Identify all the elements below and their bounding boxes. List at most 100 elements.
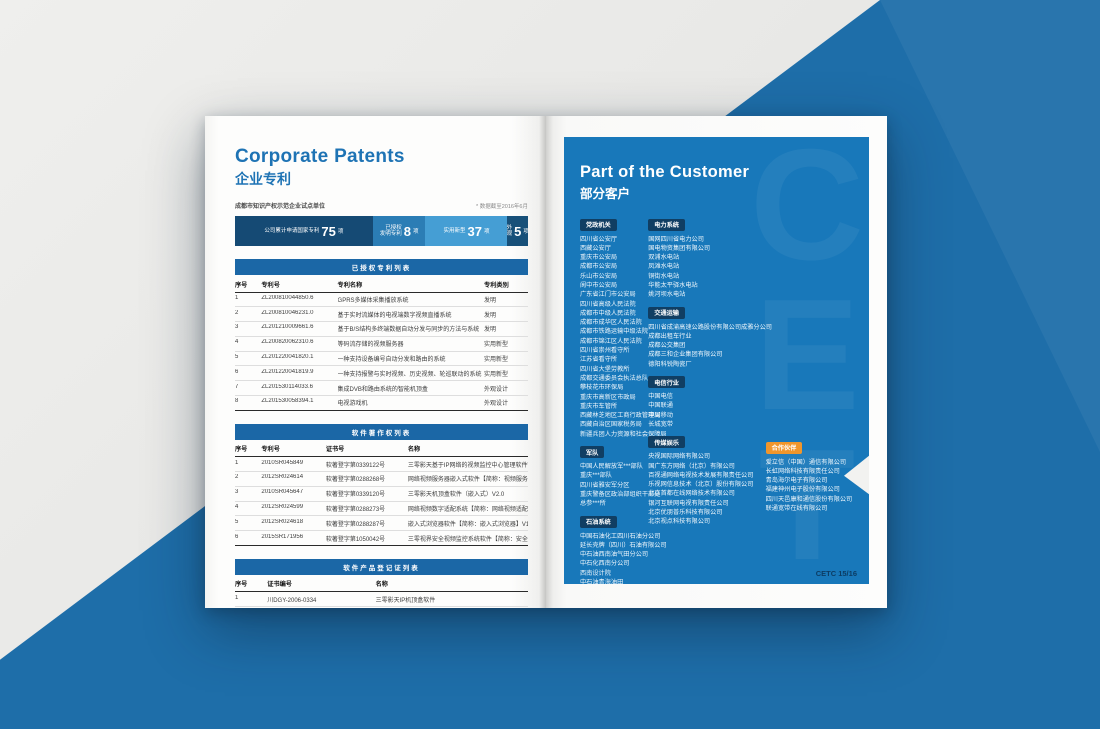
customer-item: 成都交通委员会执法总队 [580,374,649,382]
customer-item: 中国移动 [648,411,673,419]
section-badge: 传媒娱乐 [648,436,685,449]
table-row: 2 ZL200810046231.0 基于实时流媒体的电视端数字视频直播系统 发明 [235,307,528,323]
table-row: 2 2012SR024614 软著登字第0288268号 网络视频服务器嵌入式软件【简… [235,472,528,487]
table-cell: GPRS多媒体采集播放系统 [337,297,409,304]
customer-item: 四川省高级人民法院 [580,300,636,308]
customer-item: 重庆市车管所 [580,402,618,410]
customer-item: 成都市锦江区人民法院 [580,337,642,345]
stat-unit: 项 [337,229,344,235]
table-row: 1 ZL200810044850.6 GPRS多媒体采集播放系统 发明 [235,293,528,308]
table-cell: 发明 [484,327,497,334]
section-badge: 电力系统 [648,218,685,231]
table-cell: 外观设计 [484,386,509,393]
customer-item: 长虹网络科技有限责任公司 [765,467,840,475]
table-cell: ZL201220041819.9 [261,368,314,375]
customer-item: 联通宽带在线有限公司 [765,504,828,512]
table-cell: 2010SR045647 [261,489,304,496]
column-header: 专利名称 [337,281,363,289]
table-row: 5 ZL201220041820.1 一种支持设备编号自动分发和路由的系统 实用新型 [235,352,528,367]
table-cell: 1 [235,459,239,466]
customer-item: 重庆市高新区市政局 [580,393,636,401]
table-cell: 5 [235,354,239,361]
table-row: 5 2012SR024618 软著登字第0288287号 嵌入式浏览器软件【简称：嵌入… [235,516,528,532]
table-cell: 2010SR045849 [261,459,304,466]
section-badge: 交通运输 [648,306,685,319]
table-cell: 一种支持设备编号自动分发和路由的系统 [337,357,446,364]
data-date-note: * 数据截至2016年6月 [476,204,528,210]
stat-value: 8 [403,223,411,239]
table-cell: 集成DVB和路由系统的智能机顶盒 [337,386,428,393]
customer-item: 延长壳牌（四川）石油有限公司 [580,541,667,549]
table-cell: 6 [235,533,239,540]
column-header: 序号 [235,281,248,289]
stat-unit: 项 [483,229,490,235]
table-cell: 2 [235,309,239,316]
customer-item: 成都市成华区人民法院 [580,319,642,327]
customer-item: 青岛海尔电子有限公司 [765,477,828,485]
table-cell: 4 [235,339,239,346]
customer-item: 国电物资集团有限公司 [648,244,711,252]
right-page: CETC Part of the Customer 部分客户 党政机关四川省公安… [546,116,887,608]
table-cell: 发明 [484,297,497,304]
table-cell: 2012SR024618 [261,518,304,525]
table-header-row: 序号 专利号 证书号 名称 [235,441,528,458]
table-cell: 6 [235,368,239,375]
stat-segment: 实用新型 37 项 [425,216,508,246]
customer-item: 重庆***部队 [580,472,612,480]
table-cell: ZL201220041820.1 [261,354,314,361]
table-row: 1 川DGY-2006-0334 三零影天IP机顶盒软件 [235,592,528,608]
customer-item: 银河互联网电视有限责任公司 [648,499,729,507]
table-cell: 软著登字第1050042号 [325,536,386,543]
customer-item: 北京优朋普乐科技有限公司 [648,509,723,517]
customer-item: 攀枝花市环保局 [580,384,624,392]
customer-item: 四川省大堡劳教所 [580,365,630,373]
table-cell: 5 [235,518,239,525]
table-row: 6 2015SR171956 软著登字第1050042号 三零视界安全视频监控系统软件… [235,531,528,546]
table-cell: 软著登字第0339120号 [325,492,386,499]
customer-item: 四川天邑康和通信股份有限公司 [765,495,853,503]
customer-item: 北京视点科技有限公司 [648,518,711,526]
table-cell: ZL200820062310.6 [261,339,314,346]
granted-patents-table: 已授权专利列表 序号 专利号 专利名称 专利类别 1 ZL200810044850.6 GPR… [235,259,528,411]
customer-item: 成都市铁路运输中级法院 [580,328,649,336]
right-page-subtitle: 部分客户 [580,187,631,201]
customer-item: 成都公交集团 [648,342,686,350]
table-cell: 三零视界安全视频监控系统软件【简称：安全视频监控软件】V2.0 [407,536,528,543]
table-row: 1 2010SR045849 软著登字第0339122号 三零影天基于IP网络的视频监… [235,457,528,473]
stat-value: 75 [321,223,336,239]
table-cell: 一种支持报警与实时视频、历史视频、轮巡联动的系统 [337,371,482,378]
customer-item: 乐视网信息技术（北京）股份有限公司 [648,481,754,489]
software-copyright-table: 软件著作权列表 序号 专利号 证书号 名称 1 2010SR045849 软著登字第03391… [235,423,528,546]
table-row: 2川DGY-2005-0082三零影天视频会议软件 [235,607,528,608]
table-cell: 软著登字第0288287号 [325,521,386,528]
customer-item: 国广东方网络（北京）有限公司 [648,462,735,470]
customer-item: 广东省江门市公安局 [580,291,636,299]
table-cell: 嵌入式浏览器软件【简称：嵌入式浏览器】V1.0 [407,521,528,528]
column-header: 证书号 [325,446,345,454]
customer-item: 华能太平驿水电站 [648,281,698,289]
left-page: Corporate Patents 企业专利 成都市知识产权示范企业试点单位 *… [205,116,546,608]
table-cell: 1 [235,294,239,301]
customer-item: 重庆警备区政治部组织干部处 [580,490,661,498]
table-row: 4 2012SR024599 软著登字第0288273号 网络视频数字适配系统【简称：… [235,502,528,517]
table-cell: 软著登字第0288268号 [325,477,386,484]
table-cell: 三零影天机顶盒软件（嵌入式）V2.0 [407,492,505,499]
customer-item: 四川省雅安军分区 [580,481,630,489]
table-cell: 川DGY-2006-0334 [267,597,317,604]
table-cell: 实用新型 [484,357,509,364]
table-cell: 基于实时流媒体的电视端数字视频直播系统 [337,312,452,319]
table-cell: 2012SR024614 [261,474,304,481]
table-title-bar: 已授权专利列表 [235,259,528,275]
column-header: 名称 [407,446,421,454]
table-cell: 外观设计 [484,401,509,408]
column-header: 名称 [375,581,388,589]
table-cell: 2015SR171956 [261,533,304,540]
customer-item: 铜街水电站 [648,272,680,280]
customer-item: 姚河坝水电站 [648,291,686,299]
page-number: CETC 15/16 [815,569,857,578]
customer-item: 福建神州电子股份有限公司 [765,486,840,494]
customer-column-government: 党政机关 四川省公安厅 西藏公安厅 重庆市公安局 成都市公安局 乐山市公安局 阆中市公安局广… [580,214,667,584]
customer-item: 西藏公安厅 [580,244,611,252]
stat-label: 公司累计申请国家专利 [264,227,320,234]
customer-item: 江苏省看守所 [580,356,618,364]
